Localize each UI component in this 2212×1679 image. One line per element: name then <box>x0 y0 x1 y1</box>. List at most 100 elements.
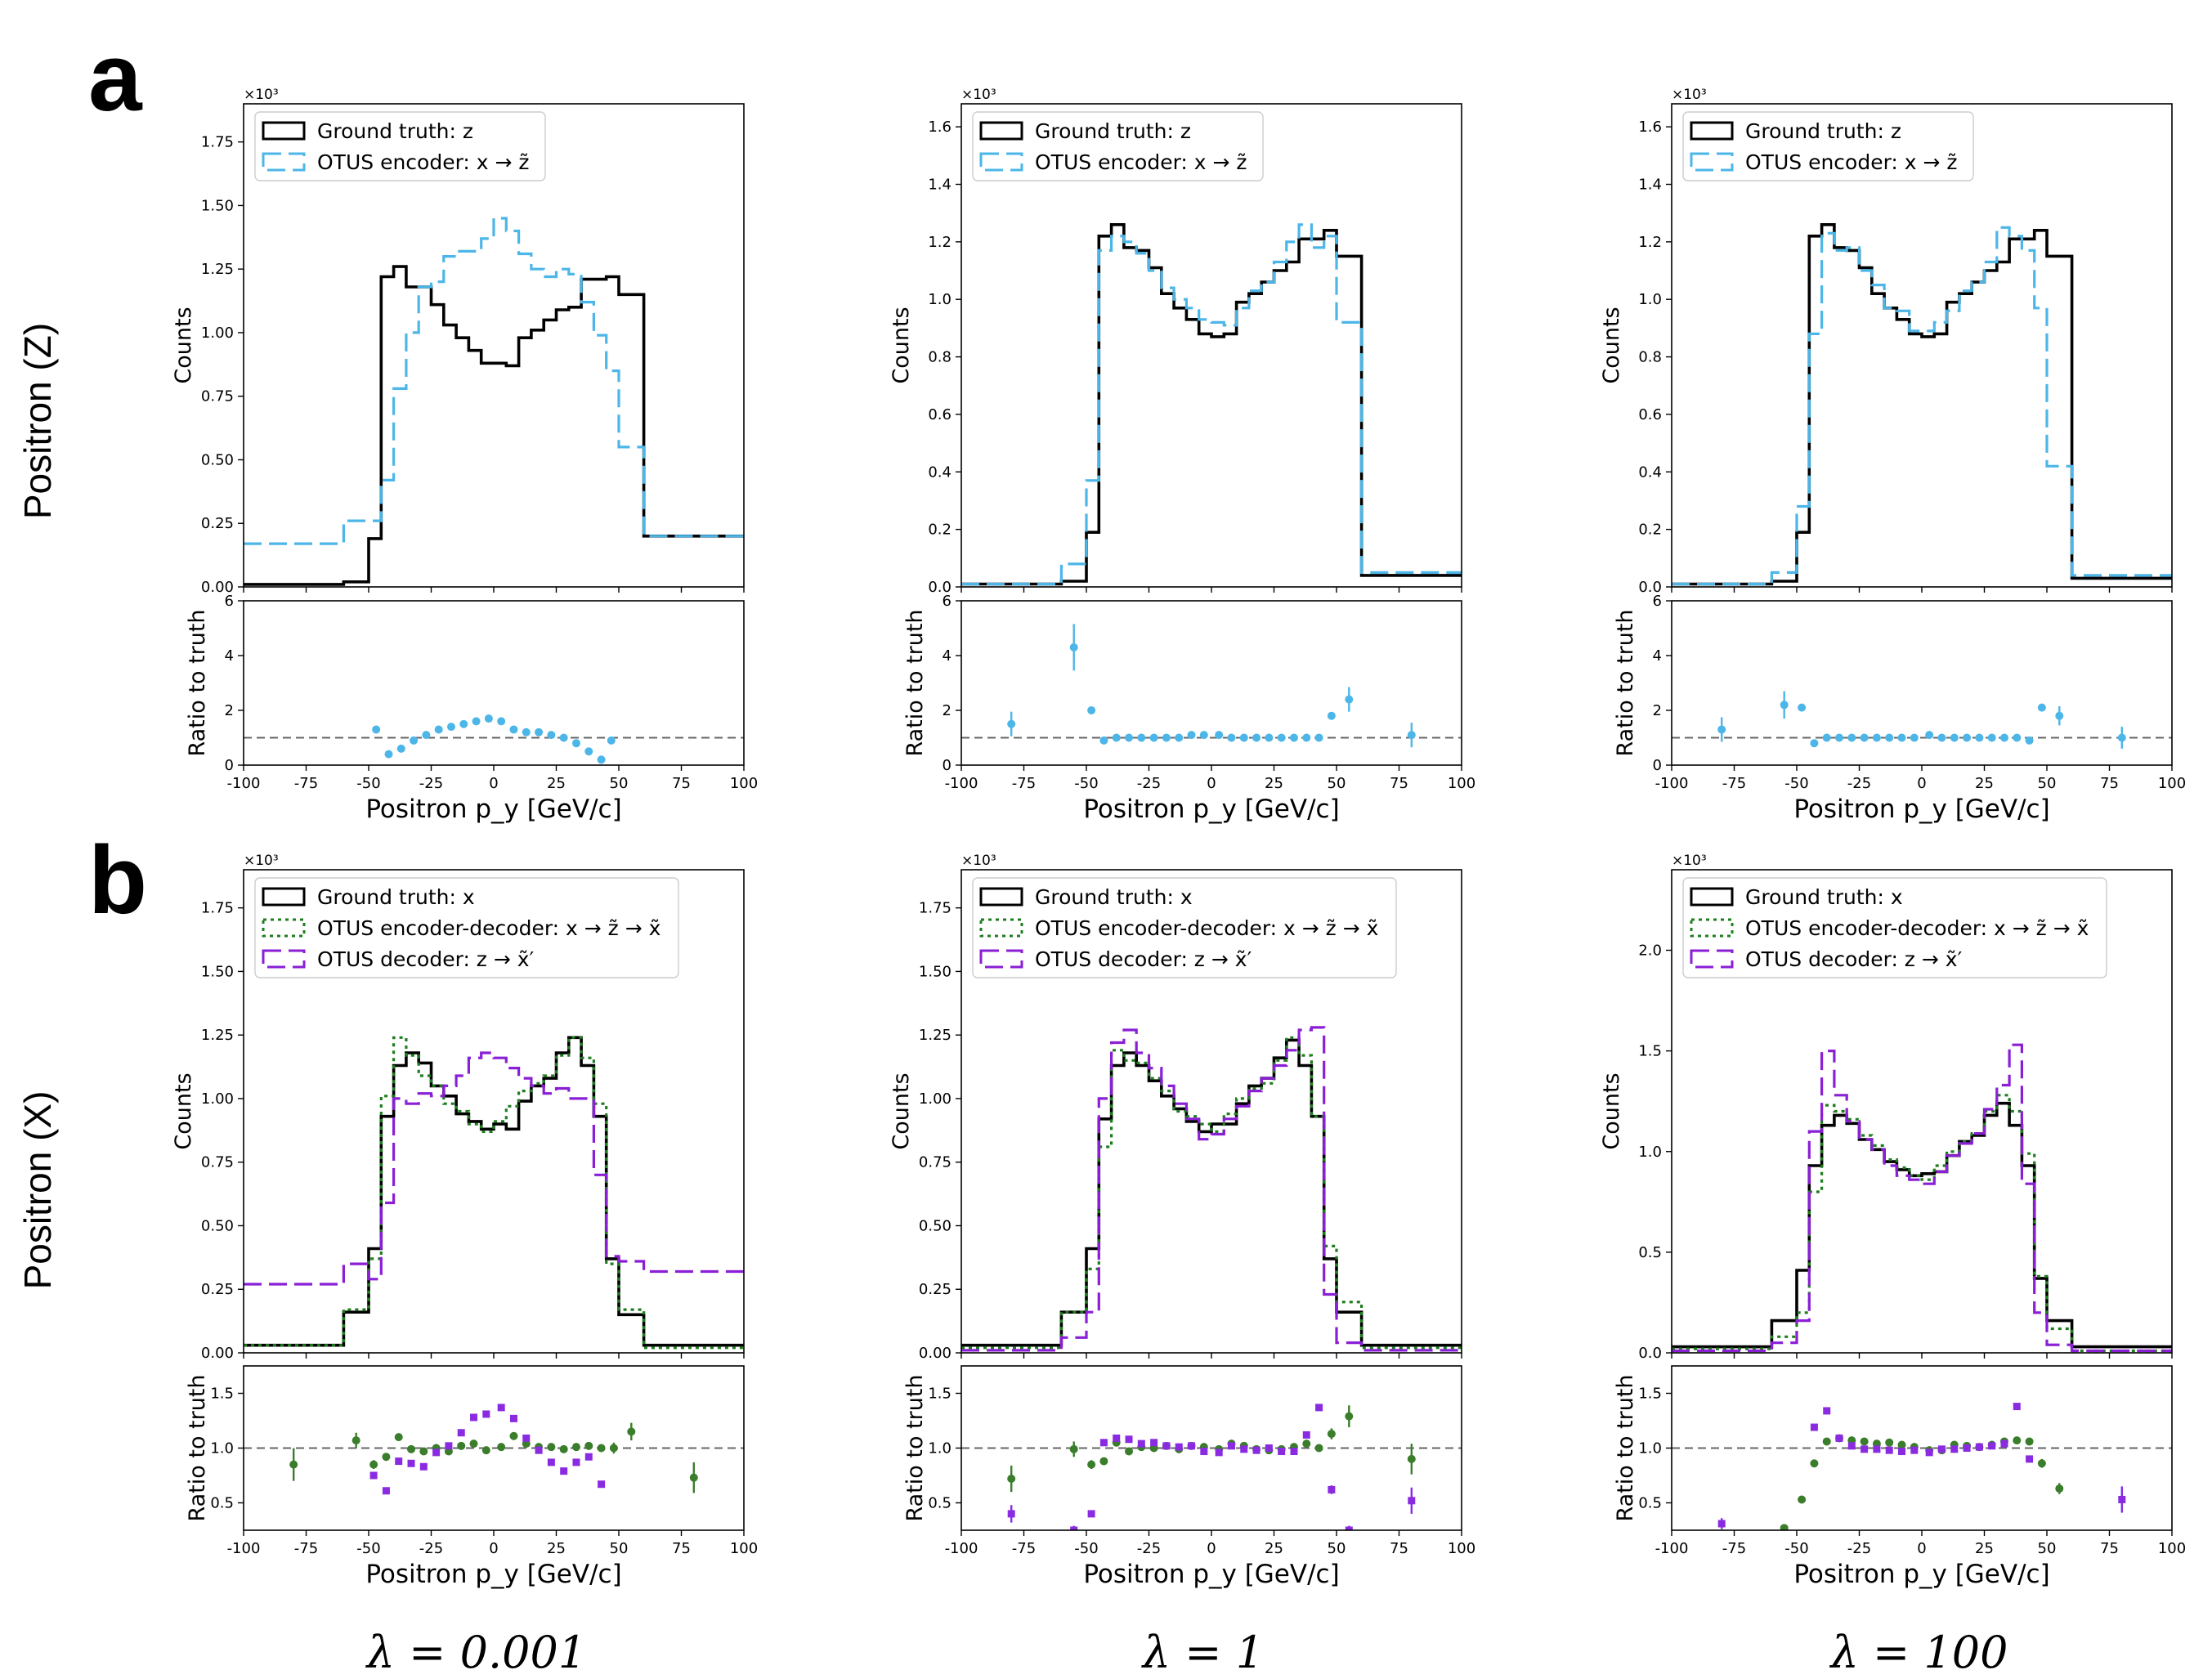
histogram-series-1 <box>1672 1094 2172 1353</box>
ratio-point <box>509 1414 517 1422</box>
ratio-point <box>1069 1444 1078 1453</box>
legend-label-1: OTUS encoder-decoder: x → z̃ → x̃ <box>1035 916 1378 940</box>
ratio-points <box>1717 1403 2126 1530</box>
ratio-point <box>1822 1437 1831 1446</box>
ratio-point <box>597 1444 606 1453</box>
ratio-point <box>1937 733 1946 742</box>
legend-label-1: OTUS encoder-decoder: x → z̃ → x̃ <box>1745 916 2089 940</box>
x-tick-label: -100 <box>227 1540 261 1557</box>
y-tick-label: 0.6 <box>928 406 952 423</box>
x-axis-label: Positron p_y [GeV/c] <box>365 1560 621 1589</box>
ratio-point <box>571 739 580 748</box>
x-tick-label: 0 <box>1207 1540 1216 1557</box>
axis-multiplier: ×10³ <box>244 853 279 869</box>
ratio-point <box>372 725 381 734</box>
legend-label-1: OTUS encoder: x → z̃ <box>1745 150 1958 174</box>
ratio-point <box>522 1434 531 1442</box>
ratio-point <box>459 719 468 728</box>
legend-box <box>972 111 1264 181</box>
x-tick-label: -75 <box>1722 775 1746 792</box>
ratio-y-tick-label: 2 <box>943 702 952 719</box>
ratio-point <box>1988 1442 1996 1450</box>
ratio-y-tick-label: 0 <box>1653 757 1662 774</box>
histogram-series-0 <box>1672 1101 2172 1349</box>
ratio-y-tick-label: 1.5 <box>928 1386 952 1403</box>
ratio-point <box>1188 1442 1196 1450</box>
chart-a-0.001: ×10³ 0.00 0.25 0.50 0.75 1.00 1.25 1.50 1.75 Coun… <box>171 87 758 824</box>
ratio-point <box>1187 731 1196 740</box>
y-tick-label: 1.5 <box>1638 1043 1662 1060</box>
ratio-point <box>1717 1520 1726 1528</box>
histograms <box>244 1036 744 1350</box>
y-axis-label: Counts <box>171 307 196 383</box>
ratio-point <box>571 1443 580 1452</box>
y-tick-label: 1.50 <box>201 963 234 980</box>
ratio-point <box>1200 1448 1208 1456</box>
ratio-point <box>1950 1445 1959 1453</box>
axis-multiplier: ×10³ <box>1672 87 1707 103</box>
ratio-point <box>2013 733 2022 742</box>
ratio-point <box>432 1448 441 1457</box>
ratio-point <box>1910 733 1919 742</box>
ratio-point <box>1175 1443 1183 1451</box>
y-tick-label: 1.2 <box>1638 234 1662 251</box>
ratio-point <box>547 731 556 740</box>
legend-swatch-1 <box>979 152 1023 172</box>
ratio-point <box>1239 733 1248 742</box>
histograms <box>961 1026 1462 1352</box>
ratio-point <box>422 731 431 740</box>
ratio-point <box>1950 733 1959 742</box>
ratio-point <box>1265 733 1274 742</box>
ratio-y-tick-label: 1.5 <box>210 1386 234 1403</box>
ratio-point <box>1112 733 1121 742</box>
y-axis-label: Counts <box>171 1072 196 1149</box>
x-tick-label: 100 <box>730 775 758 792</box>
x-tick-label: -100 <box>227 775 261 792</box>
ratio-y-axis-label: Ratio to truth <box>1613 609 1638 756</box>
column-label-2: λ = 100 <box>1829 1627 2008 1678</box>
ratio-point <box>1070 1526 1078 1530</box>
x-tick-label: -75 <box>1012 1540 1036 1557</box>
y-tick-label: 1.75 <box>919 900 952 917</box>
ratio-y-tick-label: 0.5 <box>1638 1495 1662 1512</box>
y-tick-label: 0.2 <box>1638 522 1662 539</box>
legend-box <box>254 111 546 181</box>
ratio-point <box>1215 1448 1223 1457</box>
ratio-point <box>2055 711 2064 720</box>
legend-box <box>1682 111 1974 181</box>
ratio-point <box>1162 733 1171 742</box>
y-tick-label: 1.00 <box>201 325 234 342</box>
ratio-point <box>560 1467 568 1475</box>
x-tick-label: -25 <box>419 775 443 792</box>
histogram-series-1 <box>961 1036 1462 1350</box>
histogram-series-1 <box>244 217 744 545</box>
ratio-point <box>472 717 481 726</box>
ratio-point <box>1125 733 1134 742</box>
ratio-point <box>2055 1484 2064 1493</box>
x-tick-label: -25 <box>1137 1540 1161 1557</box>
x-tick-label: 50 <box>610 775 629 792</box>
ratio-point <box>1099 1457 1108 1466</box>
x-tick-label: 25 <box>1265 1540 1283 1557</box>
ratio-point <box>1897 1440 1906 1449</box>
legend-label-2: OTUS decoder: z → x̃′ <box>1035 947 1252 971</box>
legend-swatch-1 <box>1690 918 1734 938</box>
ratio-point <box>509 1431 518 1440</box>
y-axis-label: Counts <box>1599 1072 1624 1149</box>
x-tick-label: -75 <box>294 775 318 792</box>
ratio-point <box>1162 1442 1171 1450</box>
ratio-point <box>1137 1439 1145 1448</box>
legend-swatch-0 <box>1690 887 1734 907</box>
ratio-point <box>481 1446 490 1455</box>
y-tick-label: 1.0 <box>1638 1144 1662 1161</box>
ratio-point <box>382 1487 390 1495</box>
ratio-point <box>1963 733 1972 742</box>
x-tick-label: -25 <box>1137 775 1161 792</box>
legend-label-1: OTUS encoder: x → z̃ <box>317 150 530 174</box>
ratio-point <box>2026 1455 2034 1463</box>
ratio-point <box>1007 1510 1015 1518</box>
panel-label-b: b <box>88 826 147 934</box>
legend-swatch-0 <box>262 121 306 141</box>
ratio-point <box>1937 1445 1946 1453</box>
